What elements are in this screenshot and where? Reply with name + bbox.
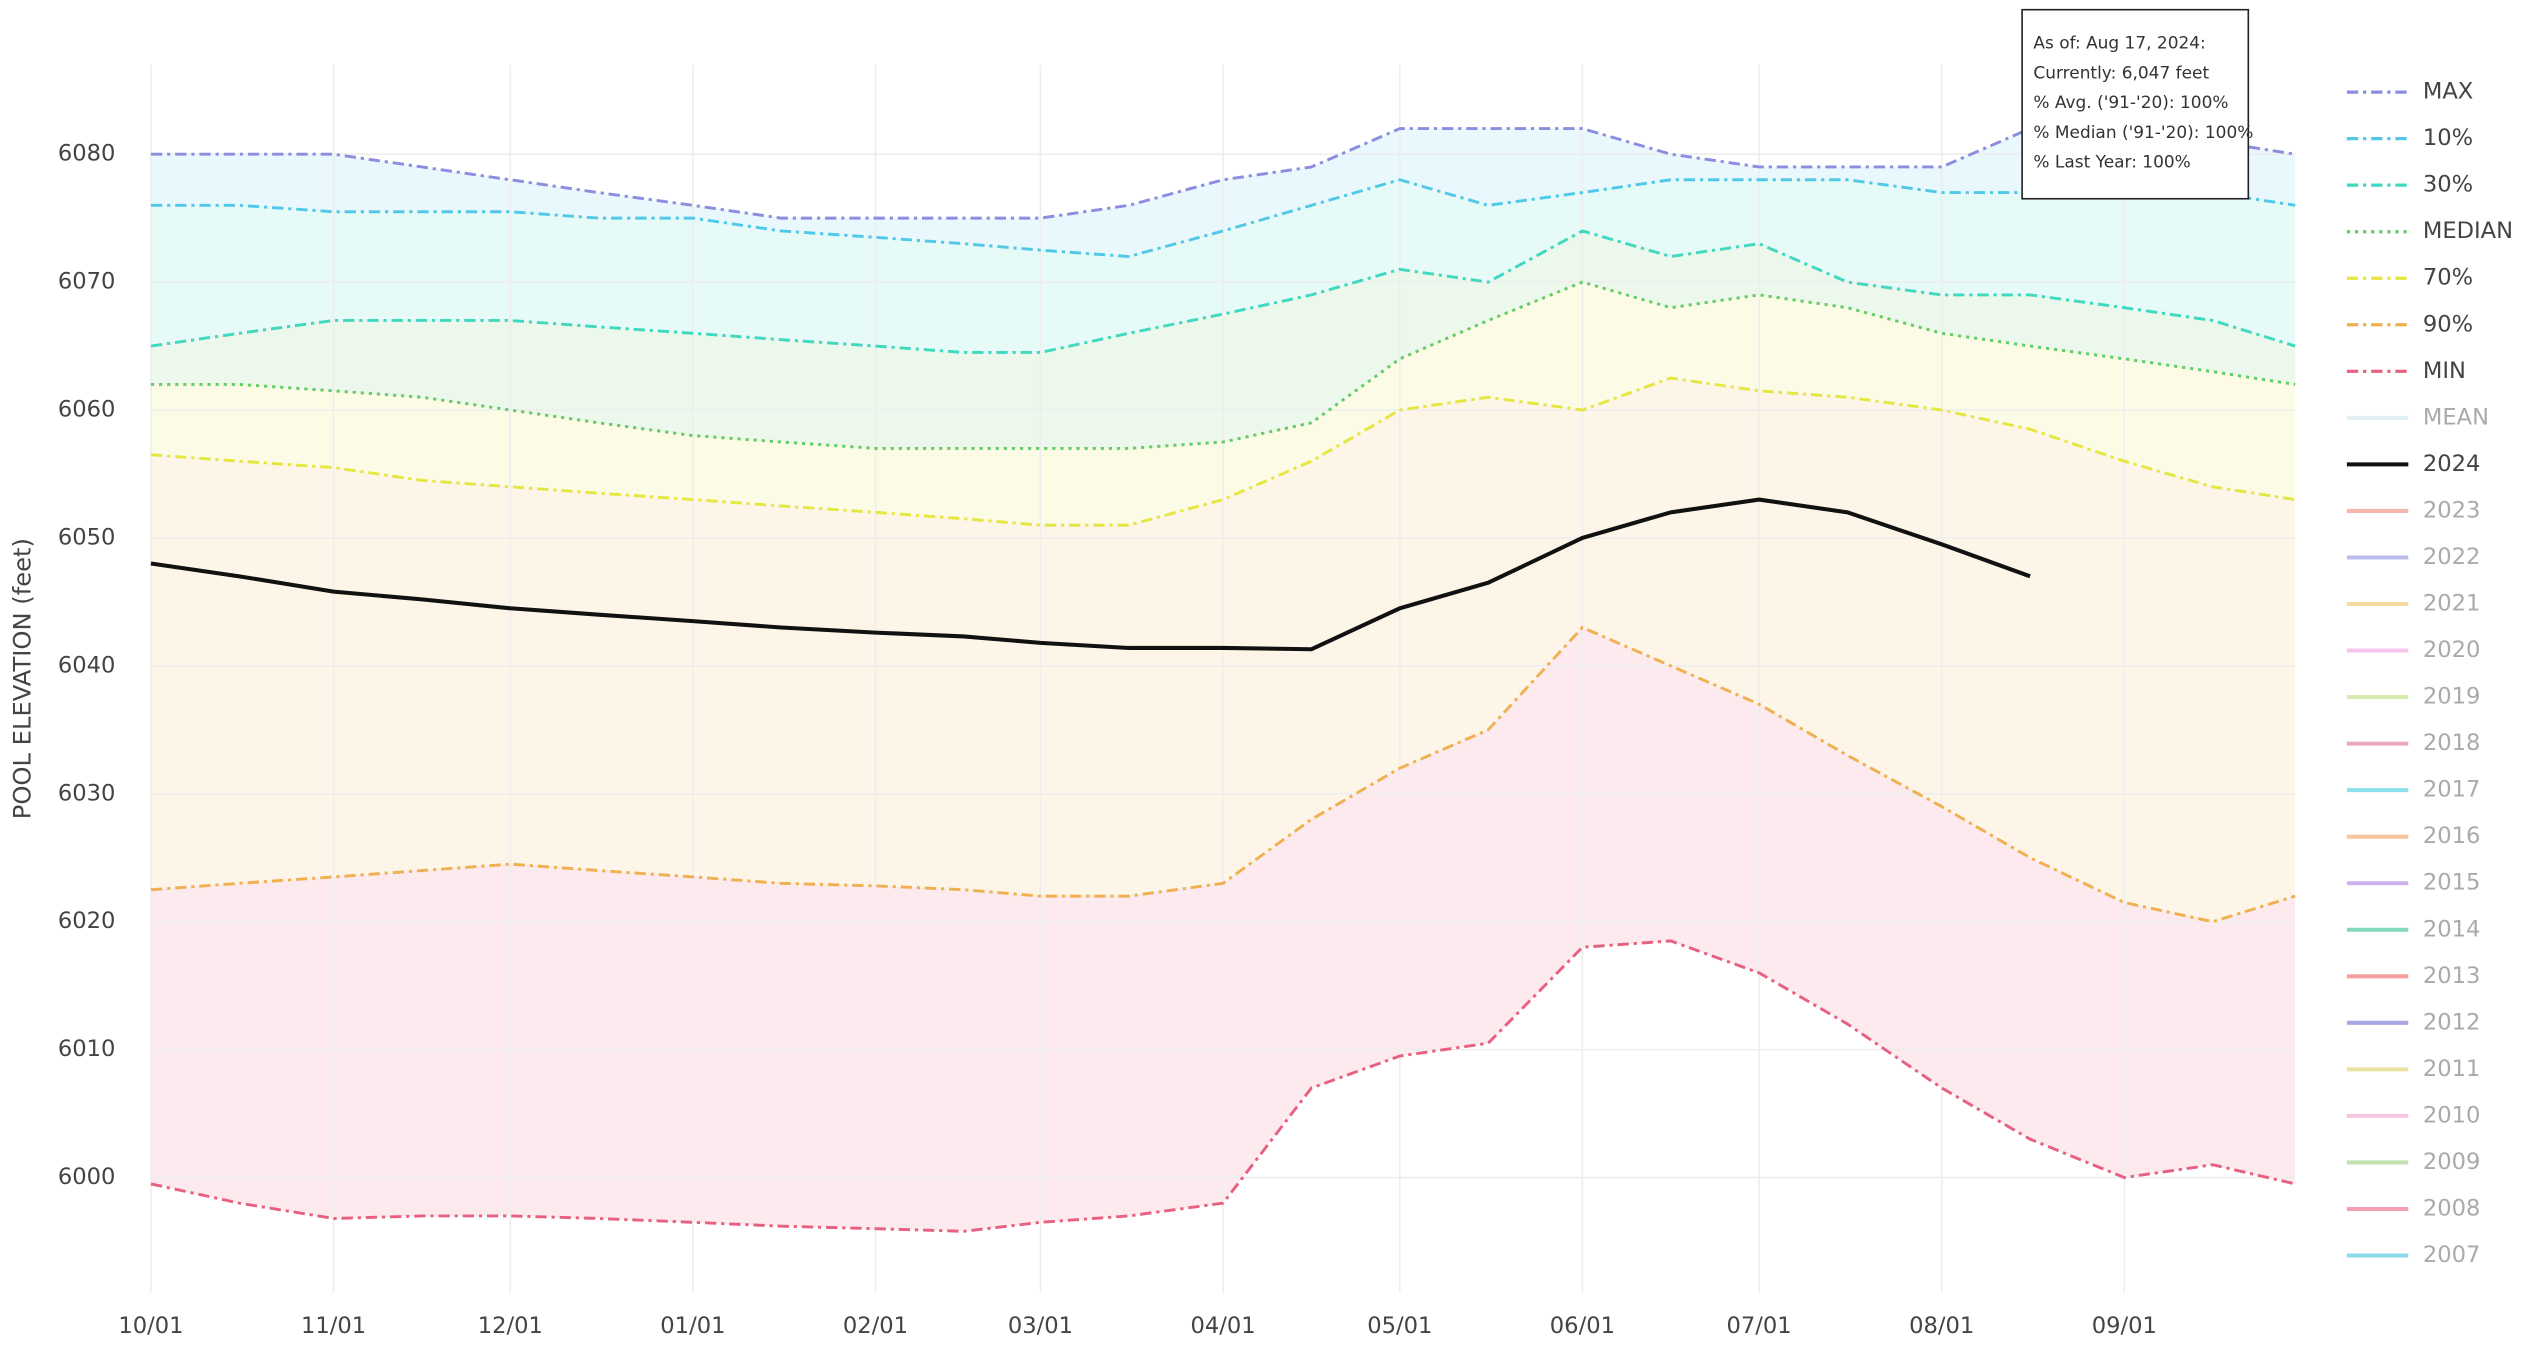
x-tick-label: 02/01 xyxy=(843,1313,908,1339)
x-tick-label: 11/01 xyxy=(301,1313,366,1339)
y-tick-label: 6010 xyxy=(58,1036,116,1062)
annotation-line: % Last Year: 100% xyxy=(2033,152,2190,172)
annotation-line: Currently: 6,047 feet xyxy=(2033,62,2209,82)
y-tick-label: 6050 xyxy=(58,524,116,550)
y-tick-label: 6000 xyxy=(58,1164,116,1190)
y-tick-label: 6080 xyxy=(58,141,116,167)
legend-label: 2021 xyxy=(2423,591,2481,617)
x-tick-label: 07/01 xyxy=(1727,1313,1792,1339)
x-tick-label: 10/01 xyxy=(118,1313,183,1339)
y-tick-label: 6020 xyxy=(58,908,116,934)
y-tick-label: 6040 xyxy=(58,652,116,678)
legend: MAX 10% 30% MEDIAN 70% 90% MIN MEAN 2024 2023 2022… xyxy=(2346,79,2513,1268)
series-line xyxy=(150,376,2296,527)
y-tick-label: 6060 xyxy=(58,397,116,423)
legend-label: 30% xyxy=(2423,172,2473,198)
legend-label: 2022 xyxy=(2423,544,2481,570)
y-axis-label: POOL ELEVATION (feet) xyxy=(8,538,36,819)
legend-label: 2007 xyxy=(2423,1242,2481,1268)
x-tick-label: 05/01 xyxy=(1367,1313,1432,1339)
lines xyxy=(150,127,2296,1233)
series-line xyxy=(150,625,2296,924)
annotation: As of: Aug 17, 2024: Currently: 6,047 fee… xyxy=(2021,8,2253,200)
legend-label: 2017 xyxy=(2423,777,2481,803)
legend-label: 2010 xyxy=(2423,1102,2481,1128)
x-tick-label: 03/01 xyxy=(1008,1313,1073,1339)
legend-label: 2020 xyxy=(2423,637,2481,663)
annotation-line: % Avg. ('91-'20): 100% xyxy=(2033,92,2228,112)
x-tick-label: 12/01 xyxy=(478,1313,543,1339)
legend-label: MIN xyxy=(2423,358,2466,384)
legend-label: 2014 xyxy=(2423,916,2481,942)
legend-label: MEDIAN xyxy=(2423,218,2513,244)
legend-label: 2015 xyxy=(2423,870,2481,896)
legend-label: 2018 xyxy=(2423,730,2481,756)
annotation-line: % Median ('91-'20): 100% xyxy=(2033,122,2253,142)
legend-label: 2019 xyxy=(2423,684,2481,710)
axes: 6000 6010 6020 6030 6040 6050 6060 6070 6080 10/0… xyxy=(58,141,2157,1339)
legend-label: 2011 xyxy=(2423,1056,2481,1082)
x-tick-label: 04/01 xyxy=(1190,1313,1255,1339)
legend-label: MAX xyxy=(2423,79,2473,105)
legend-label: 2023 xyxy=(2423,497,2481,523)
annotation-line: As of: Aug 17, 2024: xyxy=(2033,33,2205,53)
x-tick-label: 01/01 xyxy=(660,1313,725,1339)
annotation-box xyxy=(2021,8,2250,200)
y-tick-label: 6030 xyxy=(58,780,116,806)
series-line xyxy=(150,178,2296,258)
legend-label: 70% xyxy=(2423,265,2473,291)
legend-label: 2024 xyxy=(2423,451,2481,477)
series-line xyxy=(150,280,2296,450)
series-line xyxy=(150,497,2031,652)
x-tick-label: 09/01 xyxy=(2092,1313,2157,1339)
legend-label: 2012 xyxy=(2423,1009,2481,1035)
series-line xyxy=(150,939,2296,1233)
x-tick-label: 08/01 xyxy=(1909,1313,1974,1339)
legend-label: 90% xyxy=(2423,311,2473,337)
legend-label: 2008 xyxy=(2423,1195,2481,1221)
legend-label: 10% xyxy=(2423,125,2473,151)
legend-label: 2009 xyxy=(2423,1149,2481,1175)
x-tick-label: 06/01 xyxy=(1550,1313,1615,1339)
legend-label: MEAN xyxy=(2423,404,2489,430)
legend-label: 2016 xyxy=(2423,823,2481,849)
y-tick-label: 6070 xyxy=(58,269,116,295)
legend-label: 2013 xyxy=(2423,963,2481,989)
